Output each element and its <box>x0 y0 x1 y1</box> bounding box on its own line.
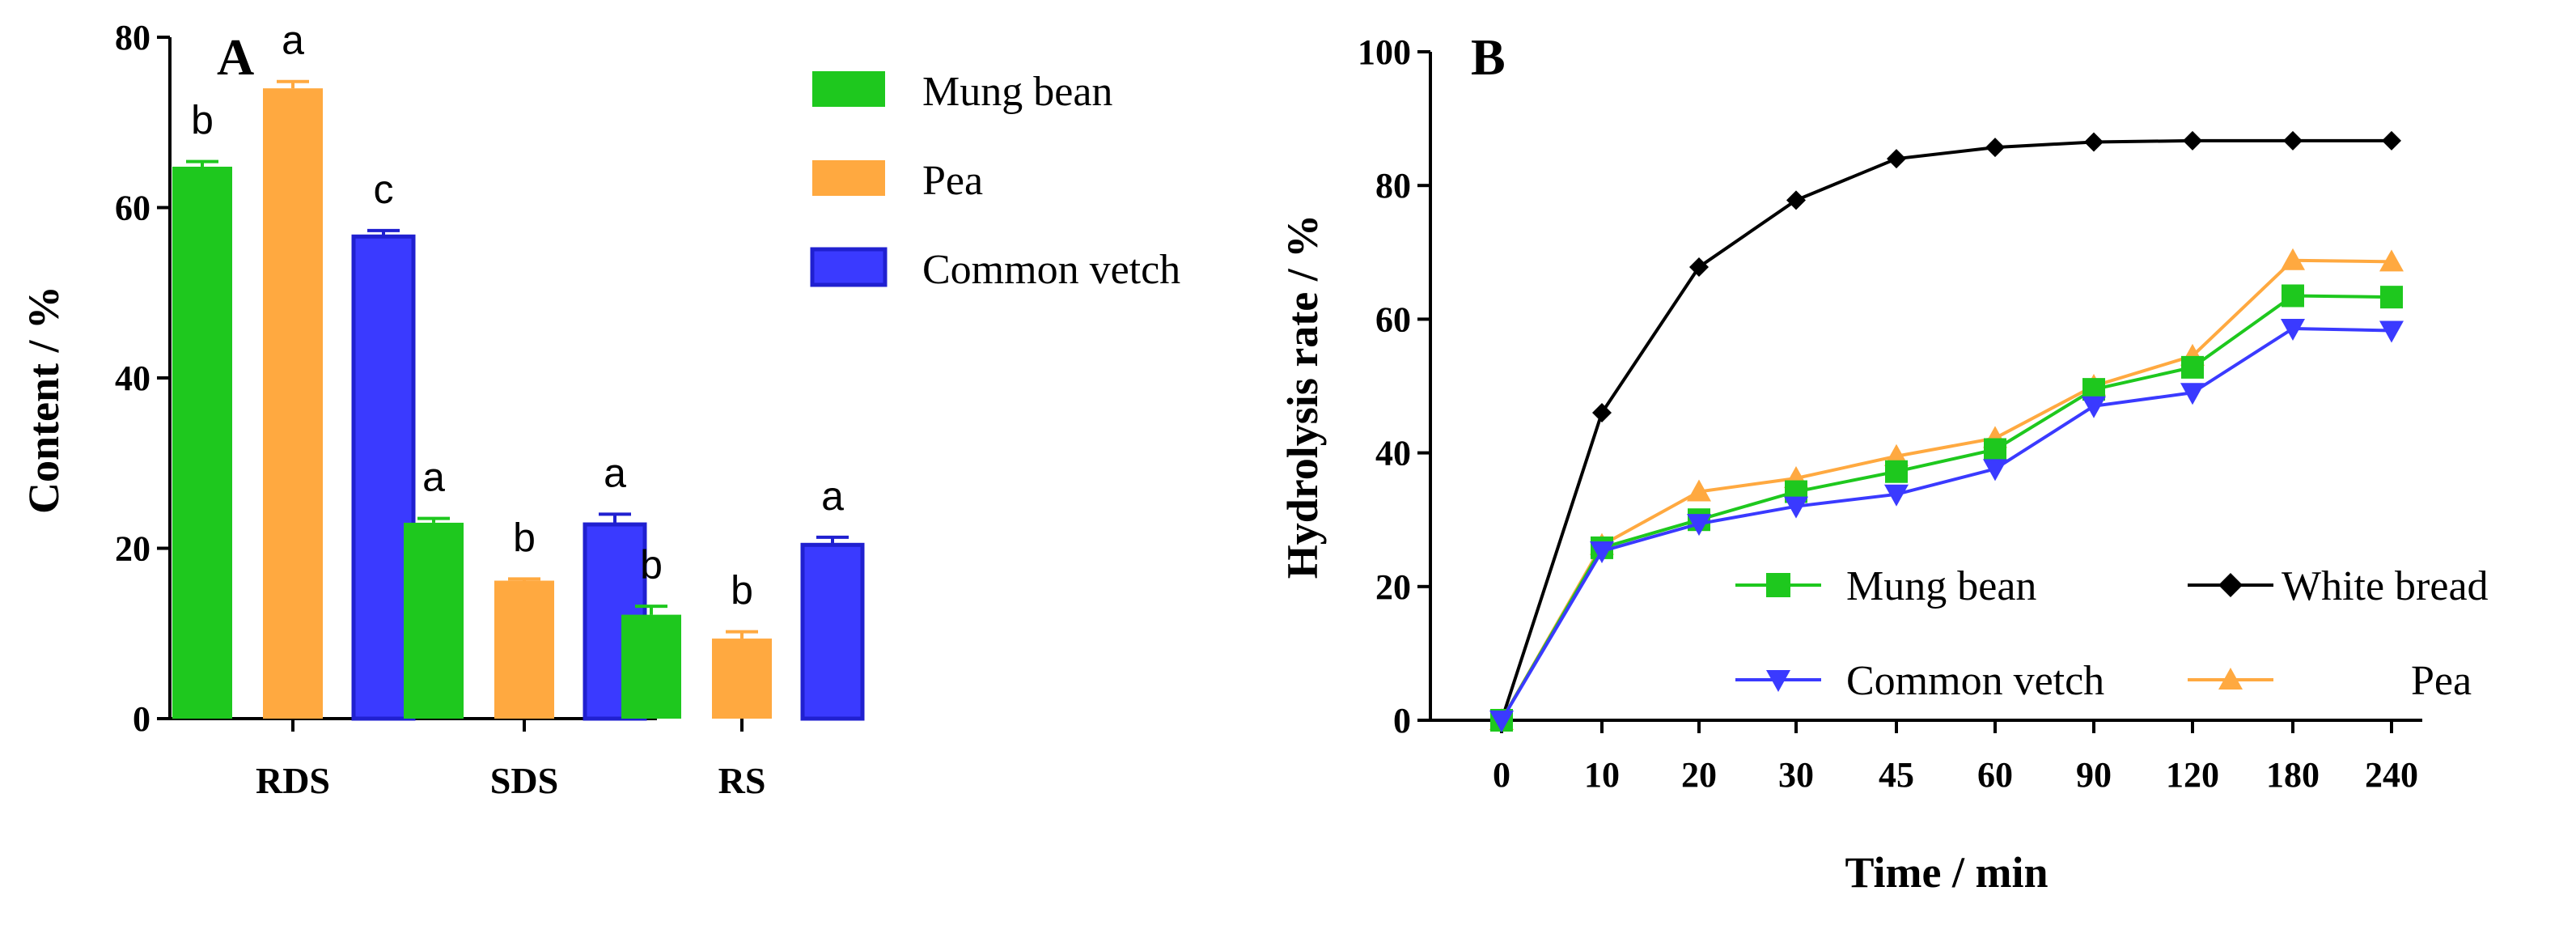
panel-a-significance-letter: b <box>640 542 663 588</box>
panel-a-significance-letter: a <box>821 473 844 519</box>
panel-a-legend-swatch <box>812 160 885 196</box>
panel-b-data-point <box>1885 460 1908 483</box>
panel-b-y-axis-title: Hydrolysis rate / % <box>1278 214 1327 579</box>
panel-a-y-tick-label: 80 <box>115 18 150 57</box>
panel-b-label: B <box>1471 28 1506 86</box>
panel-a-bar <box>621 614 681 719</box>
panel-a-bar-chart: A Content / % 0 20 40 60 80 RDS b a c SDS a b a RS b b a… <box>19 18 1180 801</box>
panel-a-y-tick-label: 40 <box>115 359 150 398</box>
panel-b-data-point <box>1687 479 1711 502</box>
panel-a-significance-letter: b <box>513 515 536 560</box>
panel-b-data-point <box>2183 130 2202 151</box>
panel-b-data-point <box>2283 130 2303 151</box>
panel-b-data-point <box>1983 459 2007 482</box>
panel-b-x-tick-label: 20 <box>1681 755 1717 795</box>
panel-b-data-point <box>1985 138 2005 158</box>
panel-a-legend-label: Pea <box>922 158 983 204</box>
panel-b-data-point <box>2282 284 2304 308</box>
panel-a-bar <box>404 522 464 719</box>
panel-b-series-line <box>1500 294 2392 722</box>
panel-b-data-point <box>1884 484 1909 507</box>
panel-b-data-point <box>1887 149 1906 169</box>
panel-a-legend-label: Common vetch <box>922 247 1180 293</box>
panel-b-legend-label: Pea <box>2411 658 2472 704</box>
panel-a-bar <box>712 639 772 719</box>
panel-b-data-point <box>1689 257 1709 277</box>
panel-b-y-tick-label: 100 <box>1358 32 1411 72</box>
panel-b-series-line <box>1500 138 2392 721</box>
panel-b-data-point <box>2281 318 2305 341</box>
panel-a-y-axis-title: Content / % <box>19 286 68 514</box>
panel-b-data-point <box>2382 130 2401 151</box>
panel-b-legend-label: Common vetch <box>1846 658 2104 704</box>
panel-a-significance-letter: c <box>374 167 394 212</box>
panel-b-data-point <box>2082 396 2106 418</box>
panel-a-legend-swatch <box>810 247 888 287</box>
panel-a-legend-swatch <box>812 71 885 107</box>
panel-b-data-point <box>1984 438 2006 461</box>
panel-a-significance-letter: a <box>422 455 445 500</box>
panel-b-x-tick-label: 240 <box>2365 755 2418 795</box>
panel-b-data-point <box>1590 541 1614 564</box>
panel-a-significance-letter: b <box>731 568 753 613</box>
panel-a-bar <box>351 234 416 721</box>
panel-b-legend-label: Mung bean <box>1846 563 2036 609</box>
panel-a-y-tick-label: 20 <box>115 529 150 569</box>
panel-b-x-axis-title: Time / min <box>1845 848 2048 897</box>
panel-b-y-tick-label: 0 <box>1393 701 1411 740</box>
panel-b-data-point <box>2379 249 2404 272</box>
panel-b-x-tick-label: 45 <box>1879 755 1914 795</box>
panel-b-y-tick-label: 20 <box>1375 567 1411 607</box>
panel-b-data-point <box>1784 496 1808 519</box>
panel-b-data-point <box>2281 248 2305 270</box>
panel-b-x-tick-label: 90 <box>2076 755 2112 795</box>
panel-b-x-tick-label: 30 <box>1778 755 1814 795</box>
panel-b-data-point <box>2380 286 2403 309</box>
panel-b-data-point <box>2181 355 2204 379</box>
panel-a-category-label: SDS <box>490 760 558 801</box>
panel-a-y-tick-label: 0 <box>133 699 150 739</box>
panel-a-category-label: RS <box>718 760 766 801</box>
panel-b-legend-label: White bread <box>2282 563 2489 609</box>
panel-b-y-tick-label: 40 <box>1375 434 1411 473</box>
panel-b-data-point <box>1592 403 1612 423</box>
panel-b-data-point <box>2218 573 2243 597</box>
panel-a-bar <box>494 580 554 719</box>
panel-a-legend-label: Mung bean <box>922 69 1112 115</box>
panel-b-x-tick-label: 60 <box>1977 755 2013 795</box>
panel-b-data-point <box>1786 190 1806 210</box>
panel-b-series-line <box>1500 326 2392 722</box>
panel-b-data-point <box>1489 711 1514 732</box>
panel-b-series-line <box>1500 258 2392 721</box>
panel-b-x-tick-label: 0 <box>1493 755 1510 795</box>
panel-b-data-point <box>1766 573 1790 597</box>
panel-b-data-point <box>2084 132 2104 152</box>
panel-a-bar <box>800 542 865 721</box>
panel-b-data-point <box>2180 383 2205 405</box>
panel-b-data-point <box>2218 668 2243 690</box>
panel-b-y-tick-label: 60 <box>1375 299 1411 339</box>
panel-b-data-point <box>2379 320 2404 343</box>
panel-b-y-tick-label: 80 <box>1375 166 1411 206</box>
panel-b-x-tick-label: 180 <box>2266 755 2320 795</box>
panel-a-bar <box>263 88 323 719</box>
panel-b-data-point <box>1687 514 1711 537</box>
panel-a-bar <box>172 166 232 719</box>
panel-a-significance-letter: a <box>282 18 304 63</box>
panel-a-y-tick-label: 60 <box>115 189 150 228</box>
panel-a-category-label: RDS <box>256 760 330 801</box>
panel-b-x-tick-label: 10 <box>1584 755 1620 795</box>
panel-b-x-tick-label: 120 <box>2166 755 2219 795</box>
panel-a-label: A <box>217 28 254 86</box>
panel-b-line-chart: B Hydrolysis rate / % Time / min 0 20 40 60… <box>1278 28 2489 897</box>
panel-a-significance-letter: a <box>604 450 626 495</box>
panel-a-significance-letter: b <box>191 98 214 143</box>
panel-b-data-point <box>1766 670 1790 692</box>
